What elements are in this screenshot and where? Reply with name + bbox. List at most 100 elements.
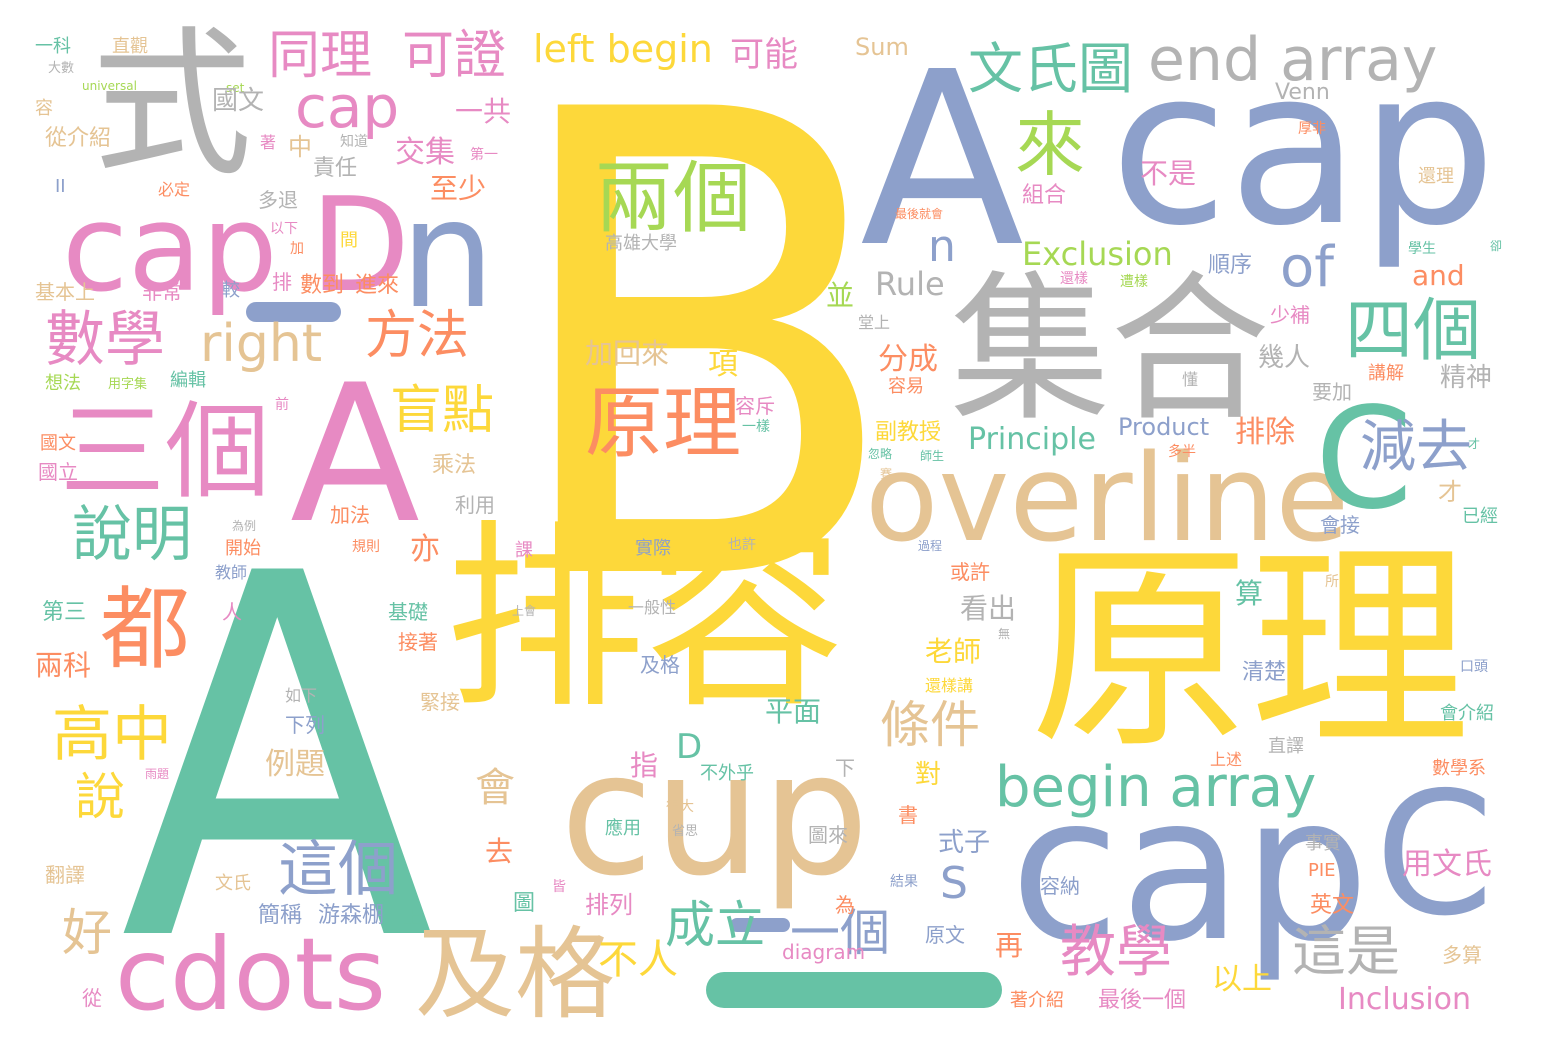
word: 上會 — [512, 604, 537, 618]
word: 已經 — [1462, 506, 1498, 527]
word: 說 — [75, 768, 125, 826]
word: 書 — [898, 803, 918, 827]
dash-mark — [246, 302, 341, 322]
word: 順序 — [1208, 253, 1253, 278]
word: 指 — [630, 749, 659, 782]
word: 來 — [1015, 104, 1085, 186]
word: 上述 — [1210, 750, 1243, 769]
word: 前 — [275, 397, 289, 413]
word: 及格 — [415, 916, 615, 1033]
word: Product — [1118, 413, 1210, 441]
word: 老師 — [925, 635, 982, 668]
word: 還樣講 — [925, 676, 974, 695]
word: cap — [295, 73, 400, 141]
word: 事實 — [1305, 833, 1341, 854]
word: 下列 — [285, 713, 325, 737]
word: S — [940, 858, 968, 909]
word: 可證 — [402, 26, 507, 86]
word: 三個 — [60, 391, 271, 513]
word: 直觀 — [112, 36, 148, 57]
word: 項 — [708, 347, 738, 382]
word: 厚非 — [1298, 121, 1326, 137]
word: 高雄大學 — [605, 233, 677, 254]
word: 上 — [403, 908, 421, 929]
word: 文氏 — [215, 873, 251, 894]
word: 算 — [1235, 577, 1264, 610]
word: 過程 — [918, 539, 943, 553]
word: n — [928, 221, 956, 272]
word: 同理 — [268, 26, 373, 86]
word: 不人 — [598, 937, 678, 983]
word: 組合 — [1022, 183, 1067, 208]
word: 進來 — [355, 273, 400, 298]
word: begin array — [995, 755, 1317, 820]
word: Inclusion — [1338, 982, 1472, 1017]
dash-mark — [706, 972, 1002, 1008]
word: 用文氏 — [1402, 847, 1492, 882]
word: 集合 — [950, 256, 1271, 443]
word: C — [1315, 378, 1413, 541]
word: 或許 — [950, 560, 990, 584]
word: 平面 — [765, 695, 822, 728]
word: 這是 — [1292, 920, 1400, 983]
word: 會接 — [1320, 513, 1360, 537]
word: 分成 — [878, 342, 938, 377]
word: 原文 — [925, 923, 965, 947]
word: 圖 — [513, 891, 536, 916]
word: 數學 — [45, 305, 165, 375]
word: II — [55, 176, 66, 197]
word: 式 — [92, 11, 253, 198]
word: 英文 — [1310, 893, 1355, 918]
word: 省思 — [672, 824, 699, 839]
word: 開始 — [225, 538, 261, 559]
word: set — [226, 81, 245, 95]
word: 一般性 — [628, 598, 677, 617]
word: 講解 — [1368, 363, 1404, 384]
word: 副教授 — [875, 420, 942, 445]
word: 亦 — [410, 532, 440, 567]
word: 堂上 — [858, 313, 891, 332]
word: n — [400, 168, 496, 342]
word: 也許 — [728, 537, 756, 553]
word: 大數 — [48, 61, 75, 76]
word: 才 — [1438, 478, 1462, 506]
word: 少補 — [1270, 303, 1310, 327]
word: diagram — [782, 940, 866, 964]
word: 實際 — [635, 538, 671, 559]
word: 第一 — [470, 147, 498, 163]
word: A — [860, 20, 1025, 300]
word: D — [676, 727, 703, 767]
word: 責任 — [313, 156, 358, 181]
word: 口頭 — [1460, 659, 1488, 675]
word: 應用 — [605, 818, 641, 839]
word: 排列 — [585, 891, 633, 919]
word: cdots — [115, 916, 386, 1033]
word: 緊接 — [420, 690, 460, 714]
word: 中 — [288, 133, 312, 161]
word: 加法 — [330, 503, 370, 527]
word: 清楚 — [1242, 660, 1287, 685]
word: 容易 — [888, 376, 924, 397]
word: left begin — [533, 27, 713, 71]
word: 容 — [35, 98, 53, 119]
word: 四個 — [1345, 292, 1482, 371]
word: 好 — [62, 904, 112, 962]
word: 從 — [82, 986, 102, 1010]
word: 師生 — [920, 449, 945, 463]
word: 一共 — [455, 95, 512, 128]
word: 直譯 — [1268, 736, 1304, 757]
word: 遭樣 — [1120, 274, 1148, 290]
word: 這個 — [278, 835, 398, 905]
word: A — [290, 344, 420, 565]
word: 再 — [995, 929, 1024, 962]
word: universal — [82, 79, 137, 93]
word: 容斥 — [735, 394, 775, 418]
word: 游森棚 — [318, 903, 385, 928]
word: 不外乎 — [700, 763, 754, 784]
word: 數學系 — [1432, 758, 1486, 779]
word: D — [310, 169, 411, 321]
word: 式子 — [938, 828, 991, 858]
word: Venn — [1275, 80, 1330, 105]
word: 及格 — [640, 653, 680, 677]
word: 如下 — [285, 686, 318, 705]
